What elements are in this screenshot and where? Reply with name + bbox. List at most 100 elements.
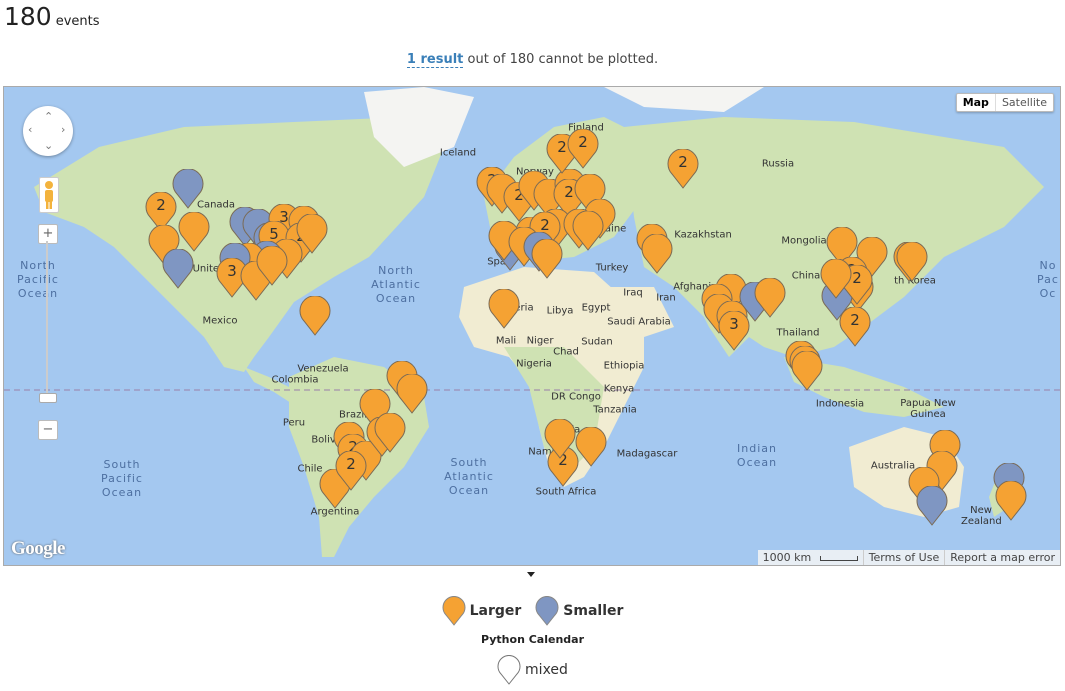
- map-label: Venezuela: [297, 363, 349, 375]
- legend-smaller-label: Smaller: [563, 603, 624, 619]
- event-marker-larger[interactable]: [896, 242, 928, 282]
- event-marker-larger[interactable]: [299, 296, 331, 336]
- event-marker-larger[interactable]: 2: [335, 451, 367, 491]
- event-marker-larger[interactable]: [791, 351, 823, 391]
- event-marker-larger[interactable]: [396, 374, 428, 414]
- terms-of-use-link[interactable]: Terms of Use: [862, 550, 945, 565]
- event-marker-larger[interactable]: [488, 289, 520, 329]
- event-marker-larger[interactable]: [572, 211, 604, 251]
- map-label: Mongolia: [781, 235, 827, 247]
- legend: Larger Smaller: [0, 596, 1065, 626]
- marker-count-label: 2: [557, 138, 567, 156]
- legend-smaller: Smaller: [535, 596, 623, 626]
- unplotted-notice: 1 result out of 180 cannot be plotted.: [0, 52, 1065, 68]
- map-label: Thailand: [776, 327, 820, 339]
- event-marker-larger[interactable]: [995, 481, 1027, 521]
- map-label: Canada: [196, 199, 236, 211]
- map-label: New Zealand: [961, 505, 1002, 527]
- event-marker-larger[interactable]: [374, 413, 406, 453]
- map-label: Tanzania: [593, 404, 637, 416]
- map-type-map-button[interactable]: Map: [957, 94, 996, 111]
- event-marker-larger[interactable]: [820, 259, 852, 299]
- event-marker-larger[interactable]: [296, 214, 328, 254]
- map-label: Turkey: [595, 262, 629, 274]
- ocean-label: North Pacific Ocean: [17, 259, 59, 300]
- event-marker-larger[interactable]: [256, 246, 288, 286]
- event-marker-larger[interactable]: [531, 239, 563, 279]
- zoom-out-button[interactable]: −: [38, 420, 58, 440]
- larger-marker-icon: [442, 596, 466, 626]
- marker-count-label: 3: [729, 315, 739, 333]
- map-label: Chile: [297, 463, 323, 475]
- map-base: [4, 87, 1060, 565]
- ocean-label: No Pac Oc: [1037, 259, 1059, 300]
- calendar-name: Python Calendar: [480, 633, 585, 646]
- marker-count-label: 2: [564, 183, 574, 201]
- marker-count-label: 5: [269, 225, 279, 243]
- event-marker-smaller[interactable]: [916, 486, 948, 526]
- event-marker-larger[interactable]: [826, 227, 858, 267]
- scale-bar: 1000 km: [758, 550, 863, 565]
- pan-down-icon[interactable]: ⌄: [44, 139, 54, 152]
- map-label: Libya: [546, 305, 574, 317]
- map-label: Australia: [870, 460, 916, 472]
- zoom-in-button[interactable]: +: [38, 224, 58, 244]
- world-map[interactable]: Canada United Mexico Colombia Venezuela …: [3, 86, 1061, 566]
- marker-count-label: 2: [850, 311, 860, 329]
- event-marker-smaller[interactable]: [172, 169, 204, 209]
- event-marker-larger[interactable]: 2: [567, 129, 599, 169]
- event-marker-larger[interactable]: 2: [839, 307, 871, 347]
- map-label: th Korea: [894, 275, 936, 287]
- ocean-label: Indian Ocean: [736, 442, 778, 469]
- map-label: China: [791, 270, 821, 282]
- event-count: 180 events: [4, 2, 100, 31]
- event-marker-larger[interactable]: [575, 427, 607, 467]
- map-label: Chad: [553, 346, 579, 358]
- event-marker-smaller[interactable]: [821, 281, 853, 321]
- map-label: Iran: [656, 292, 676, 304]
- event-marker-larger[interactable]: 2: [667, 149, 699, 189]
- unplotted-result-link[interactable]: 1 result: [406, 52, 464, 68]
- map-label: Mexico: [202, 315, 238, 327]
- event-marker-larger[interactable]: [754, 278, 786, 318]
- map-label: Nigeria: [516, 358, 552, 370]
- pan-right-icon[interactable]: ›: [61, 123, 66, 136]
- marker-count-label: 2: [514, 186, 524, 204]
- event-marker-larger[interactable]: [178, 212, 210, 252]
- map-label: Iceland: [439, 147, 477, 159]
- pan-control[interactable]: ⌃ ⌄ ‹ ›: [23, 106, 73, 156]
- map-label: Iraq: [623, 287, 643, 299]
- legend-toggle-caret-icon[interactable]: [527, 572, 535, 577]
- event-marker-larger[interactable]: 2: [547, 447, 579, 487]
- scale-line: [819, 555, 858, 561]
- map-label: Papua New Guinea: [900, 398, 956, 420]
- event-count-unit: events: [55, 14, 100, 29]
- map-type-control: Map Satellite: [955, 93, 1054, 112]
- marker-count-label: 2: [558, 451, 568, 469]
- map-label: Afghanistan: [673, 281, 733, 293]
- map-label: Egypt: [581, 302, 611, 314]
- street-view-pegman-icon[interactable]: [39, 177, 59, 213]
- unplotted-notice-text: out of 180 cannot be plotted.: [463, 52, 659, 67]
- zoom-slider-handle[interactable]: [39, 393, 57, 403]
- event-marker-larger[interactable]: 3: [718, 311, 750, 351]
- marker-count-label: 2: [578, 133, 588, 151]
- map-label: Brazil: [339, 409, 367, 421]
- ocean-label: North Atlantic Ocean: [371, 264, 421, 305]
- event-marker-smaller[interactable]: [162, 249, 194, 289]
- event-marker-larger[interactable]: 2: [145, 192, 177, 232]
- pan-up-icon[interactable]: ⌃: [44, 110, 54, 123]
- event-marker-larger[interactable]: [544, 419, 576, 459]
- legend-larger-label: Larger: [469, 603, 522, 619]
- marker-count-label: 3: [279, 208, 289, 226]
- report-map-error-link[interactable]: Report a map error: [944, 550, 1060, 565]
- map-label: Spai: [487, 256, 509, 268]
- map-label: United: [192, 263, 226, 275]
- pan-left-icon[interactable]: ‹: [28, 123, 33, 136]
- map-type-satellite-button[interactable]: Satellite: [1001, 96, 1047, 109]
- event-marker-larger[interactable]: [641, 234, 673, 274]
- map-label: Russia: [761, 158, 795, 170]
- zoom-slider-track[interactable]: [46, 241, 48, 397]
- marker-count-label: 2: [678, 153, 688, 171]
- google-logo[interactable]: Google: [11, 538, 66, 559]
